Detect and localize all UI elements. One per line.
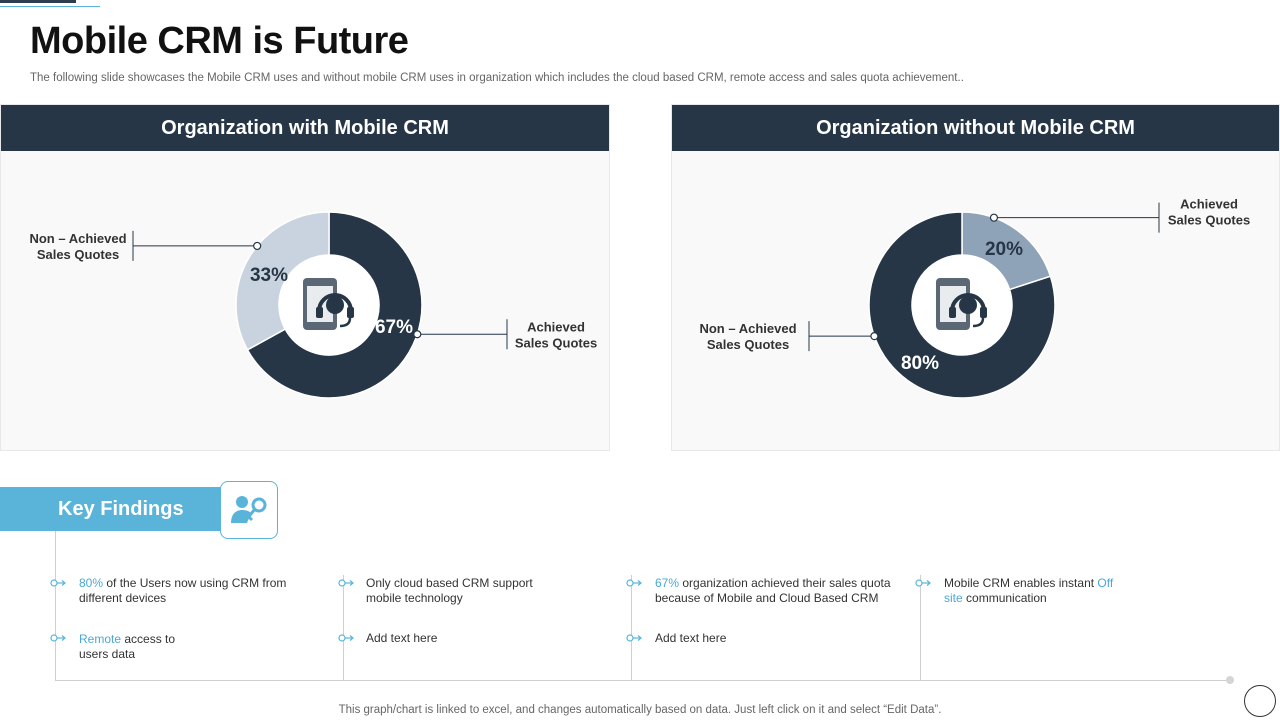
mobile-headset-icon: [936, 278, 987, 330]
finding-column-line: [343, 575, 344, 680]
callout-dot: [989, 213, 999, 222]
callout-label: Sales Quotes: [515, 335, 597, 350]
finding-highlight: 67%: [655, 576, 680, 590]
panel-title-with: Organization with Mobile CRM: [1, 105, 609, 151]
page-subtitle: The following slide showcases the Mobile…: [30, 72, 964, 84]
callout-label: Non – Achieved: [29, 231, 126, 246]
callout-label: Achieved: [1180, 197, 1238, 212]
finding-highlight: Off site: [944, 576, 1114, 605]
callout-label: Sales Quotes: [707, 337, 789, 352]
timeline-end-dot: [1226, 676, 1234, 684]
mobile-headset-icon: [303, 278, 354, 330]
callout-label: Achieved: [527, 319, 585, 334]
finding-column-line: [920, 575, 921, 680]
data-label: 33%: [250, 265, 288, 286]
callout-dot: [413, 330, 422, 339]
top-accent-line-secondary: [0, 6, 100, 7]
finding-text: Add text here: [366, 631, 438, 645]
panel-with-mobile-crm: Organization with Mobile CRM 67% 33% Achie…: [0, 104, 610, 451]
finding-text: Mobile CRM enables instant: [944, 576, 1098, 590]
finding-highlight: 80%: [79, 576, 104, 590]
callout-label: Non – Achieved: [699, 321, 796, 336]
finding-text: Add text here: [655, 631, 727, 645]
footer-note: This graph/chart is linked to excel, and…: [338, 704, 942, 716]
finding-column-line: [55, 531, 56, 680]
finding-text: communication: [962, 590, 1047, 605]
finding-highlight: Remote: [79, 632, 122, 646]
finding-text: access to users data: [79, 632, 176, 661]
callout-dot: [870, 332, 879, 341]
panel-title-without: Organization without Mobile CRM: [672, 105, 1279, 151]
arrow-bullet-icon: [338, 579, 354, 587]
callout-dot: [253, 241, 262, 251]
finding-item: 80% of the Users now using CRM from diff…: [79, 576, 309, 605]
callout-label: Sales Quotes: [1168, 213, 1250, 228]
finding-text: Only cloud based CRM support mobile tech…: [366, 576, 533, 605]
arrow-bullet-icon: [50, 634, 66, 642]
arrow-bullet-icon: [915, 579, 931, 587]
timeline-line: [55, 680, 1230, 681]
key-findings-heading: Key Findings: [0, 487, 222, 531]
finding-item[interactable]: Add text here: [655, 631, 845, 646]
corner-circle-icon: [1244, 685, 1276, 717]
finding-item: 67% organization achieved their sales qu…: [655, 576, 910, 605]
finding-item: Only cloud based CRM support mobile tech…: [366, 576, 556, 605]
data-label: 20%: [985, 239, 1023, 260]
finding-text: of the Users now using CRM from differen…: [79, 576, 287, 605]
top-accent-line: [0, 0, 76, 3]
data-label: 80%: [901, 353, 939, 374]
user-key-icon: [220, 481, 278, 539]
finding-column-line: [631, 575, 632, 680]
finding-item: Remote access to users data: [79, 632, 199, 661]
finding-item: Mobile CRM enables instant Off site comm…: [944, 576, 1129, 605]
page-title: Mobile CRM is Future: [30, 20, 409, 62]
arrow-bullet-icon: [626, 634, 642, 642]
arrow-bullet-icon: [50, 579, 66, 587]
panel-without-mobile-crm: Organization without Mobile CRM 20% 80% Ac…: [671, 104, 1280, 451]
arrow-bullet-icon: [338, 634, 354, 642]
finding-text: organization achieved their sales quota …: [655, 576, 891, 605]
donut-slice: [868, 211, 1056, 399]
finding-item[interactable]: Add text here: [366, 631, 556, 646]
data-label: 67%: [375, 317, 413, 338]
callout-label: Sales Quotes: [37, 247, 119, 262]
arrow-bullet-icon: [626, 579, 642, 587]
